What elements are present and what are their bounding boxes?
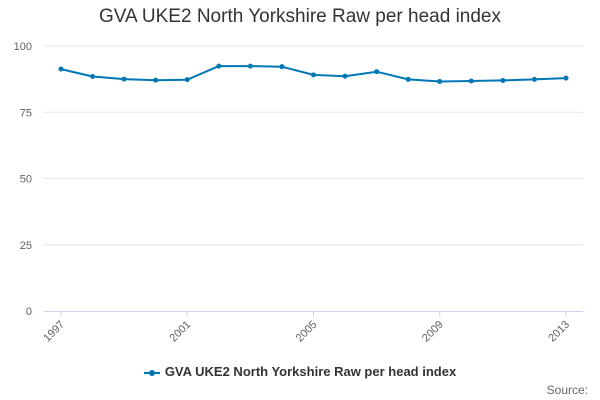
data-point-2011[interactable]: [500, 77, 506, 83]
data-point-2003[interactable]: [247, 63, 253, 69]
x-tick-label-2013: 2013: [546, 319, 572, 345]
data-point-2007[interactable]: [374, 69, 380, 75]
data-point-2005[interactable]: [311, 72, 316, 78]
legend-label: GVA UKE2 North Yorkshire Raw per head in…: [164, 364, 457, 379]
data-point-2013[interactable]: [563, 75, 569, 81]
legend-swatch: [143, 369, 160, 376]
data-point-2009[interactable]: [437, 79, 443, 85]
data-point-2012[interactable]: [531, 76, 537, 82]
legend[interactable]: GVA UKE2 North Yorkshire Raw per head in…: [0, 364, 600, 379]
data-point-1999[interactable]: [121, 76, 127, 82]
x-tick-label-1997: 1997: [41, 319, 67, 345]
x-tick-label-2009: 2009: [420, 319, 446, 345]
y-tick-label-25: 25: [20, 240, 32, 252]
data-point-2010[interactable]: [468, 78, 474, 84]
source-label: Source:: [546, 383, 588, 397]
chart-title: GVA UKE2 North Yorkshire Raw per head in…: [98, 6, 502, 27]
data-point-2004[interactable]: [279, 64, 285, 70]
series-group: [58, 63, 569, 85]
data-point-2000[interactable]: [153, 77, 159, 83]
data-point-2006[interactable]: [342, 73, 348, 79]
x-tick-label-2005: 2005: [294, 319, 320, 345]
gridlines: [44, 45, 583, 246]
y-axis-ticks: 0 25 50 75 100: [14, 41, 32, 318]
y-tick-label-0: 0: [26, 306, 32, 318]
y-tick-label-100: 100: [14, 41, 32, 53]
data-point-2002[interactable]: [216, 63, 222, 69]
y-tick-label-50: 50: [20, 174, 32, 186]
y-tick-label-75: 75: [20, 107, 32, 119]
data-point-2001[interactable]: [184, 77, 190, 83]
x-axis: 1997 2001 2005 2009 2013: [41, 311, 583, 344]
data-point-2008[interactable]: [405, 76, 411, 82]
data-point-1997[interactable]: [58, 66, 64, 72]
data-point-1998[interactable]: [90, 73, 96, 79]
x-tick-label-2001: 2001: [168, 319, 194, 345]
